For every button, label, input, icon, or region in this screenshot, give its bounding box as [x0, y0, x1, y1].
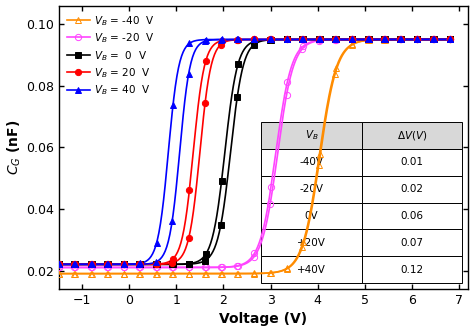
X-axis label: Voltage (V): Voltage (V) [219, 312, 308, 326]
Y-axis label: $C_G$ (nF): $C_G$ (nF) [6, 120, 23, 175]
Legend: $V_B$ = -40  V, $V_B$ = -20  V, $V_B$ =  0  V, $V_B$ = 20  V, $V_B$ = 40  V: $V_B$ = -40 V, $V_B$ = -20 V, $V_B$ = 0 … [64, 11, 157, 101]
